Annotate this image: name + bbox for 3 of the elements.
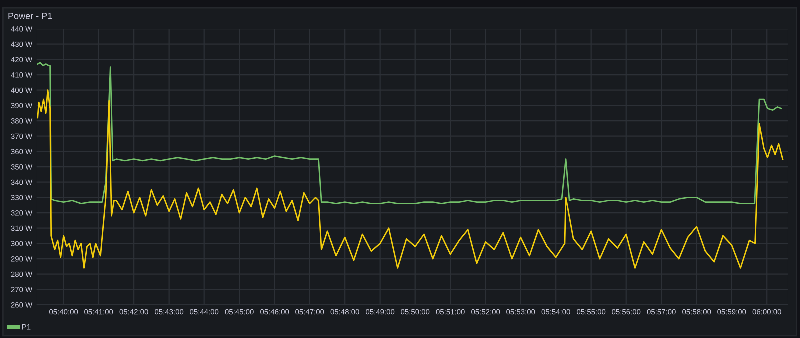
chart-title: Power - P1 — [8, 13, 52, 20]
line-series — [37, 90, 784, 269]
line-series — [37, 62, 782, 205]
